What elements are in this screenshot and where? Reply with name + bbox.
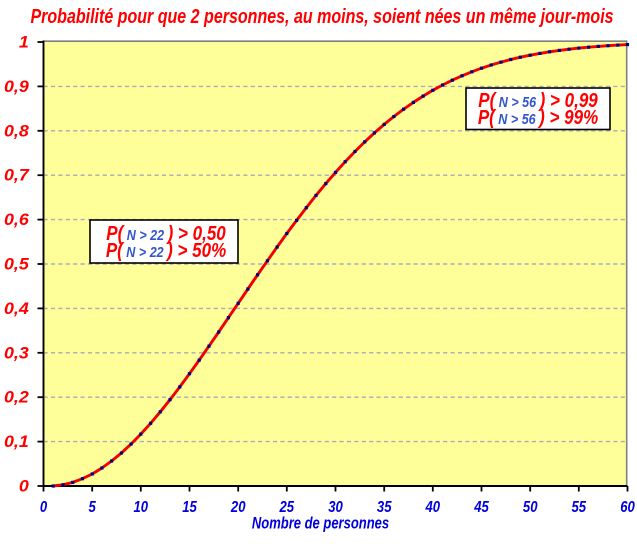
svg-text:0,9: 0,9 xyxy=(4,76,29,96)
svg-text:0: 0 xyxy=(40,499,47,516)
svg-text:0,1: 0,1 xyxy=(4,431,29,451)
svg-text:40: 40 xyxy=(425,499,440,516)
svg-text:30: 30 xyxy=(328,499,343,516)
svg-text:P( N > 22 ) > 0,50: P( N > 22 ) > 0,50 xyxy=(106,222,226,245)
svg-text:0,4: 0,4 xyxy=(4,298,29,318)
svg-text:25: 25 xyxy=(279,499,295,516)
svg-text:P( N > 22 ) > 50%: P( N > 22 ) > 50% xyxy=(106,239,226,262)
svg-text:1: 1 xyxy=(19,32,29,52)
svg-text:15: 15 xyxy=(182,499,197,516)
svg-text:0,3: 0,3 xyxy=(4,343,29,363)
svg-text:Probabilité pour que 2 personn: Probabilité pour que 2 personnes, au moi… xyxy=(30,4,613,27)
svg-text:Nombre de personnes: Nombre de personnes xyxy=(252,515,389,533)
svg-text:P( N > 56 ) > 0,99: P( N > 56 ) > 0,99 xyxy=(478,89,598,112)
svg-text:0,7: 0,7 xyxy=(4,165,30,185)
svg-text:50: 50 xyxy=(523,499,538,516)
svg-text:0,2: 0,2 xyxy=(4,387,29,407)
svg-text:0,6: 0,6 xyxy=(4,209,29,229)
svg-text:35: 35 xyxy=(377,499,392,516)
svg-text:0,5: 0,5 xyxy=(4,254,29,274)
svg-text:0,8: 0,8 xyxy=(4,121,29,141)
svg-text:10: 10 xyxy=(134,499,149,516)
svg-text:45: 45 xyxy=(473,499,489,516)
svg-text:55: 55 xyxy=(572,499,587,516)
svg-text:0: 0 xyxy=(19,476,29,496)
svg-text:60: 60 xyxy=(620,499,635,516)
svg-text:5: 5 xyxy=(89,499,97,516)
svg-text:P( N > 56 ) > 99%: P( N > 56 ) > 99% xyxy=(478,106,598,129)
svg-text:20: 20 xyxy=(230,499,245,516)
